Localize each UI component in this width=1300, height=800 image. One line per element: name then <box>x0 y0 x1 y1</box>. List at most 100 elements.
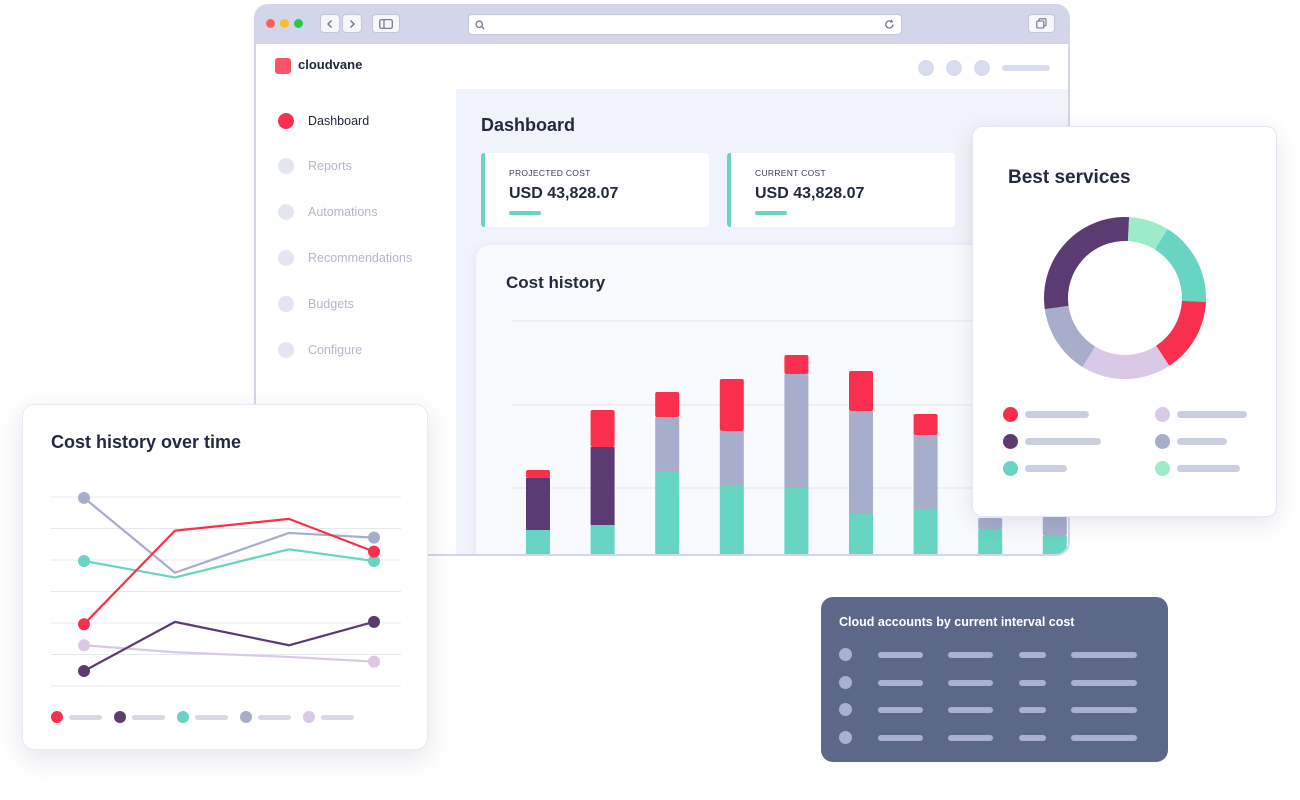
legend-swatch <box>1003 434 1018 449</box>
table-row[interactable] <box>839 675 1159 690</box>
line-point-start-grayblue[interactable] <box>78 491 90 504</box>
bar-segment-teal[interactable] <box>784 488 809 556</box>
legend-swatch <box>1155 407 1170 422</box>
table-row[interactable] <box>839 648 1159 662</box>
line-point-end-red[interactable] <box>368 545 380 558</box>
cost-history-line-chart <box>51 491 401 687</box>
sidebar-item-automations[interactable]: Automations <box>278 200 377 224</box>
donut-slice-teal[interactable] <box>1154 229 1206 303</box>
bar-segment-red[interactable] <box>719 379 744 431</box>
bar-segment-grayblue[interactable] <box>1042 516 1067 536</box>
cloudvane-logo-icon <box>275 58 291 74</box>
bar-segment-purple[interactable] <box>526 478 550 530</box>
line-point-end-purple[interactable] <box>368 615 380 628</box>
line-legend-item-grayblue[interactable] <box>240 711 291 723</box>
line-legend-item-teal[interactable] <box>177 711 228 723</box>
bar-segment-grayblue[interactable] <box>978 518 1003 530</box>
line-point-end-lavender[interactable] <box>368 655 380 668</box>
line-point-start-purple[interactable] <box>78 665 90 677</box>
bar-segment-grayblue[interactable] <box>719 431 744 485</box>
sidebar-item-recommendations[interactable]: Recommendations <box>278 246 412 270</box>
maximize-window-button[interactable] <box>294 19 303 28</box>
bar-segment-grayblue[interactable] <box>784 374 809 488</box>
header-avatar-3[interactable] <box>974 60 990 76</box>
back-button[interactable] <box>320 14 340 33</box>
table-row[interactable] <box>839 703 1159 717</box>
donut-slice-grayblue[interactable] <box>1044 305 1096 367</box>
sidebar-item-label: Automations <box>308 205 378 219</box>
line-legend-item-lavender[interactable] <box>303 711 354 723</box>
line-point-start-red[interactable] <box>78 618 90 631</box>
reload-icon[interactable] <box>884 19 895 30</box>
table-cell-placeholder <box>1071 734 1137 741</box>
bar-segment-teal[interactable] <box>655 471 680 556</box>
bar-segment-teal[interactable] <box>849 514 873 556</box>
legend-label-placeholder <box>195 714 228 720</box>
legend-label-placeholder <box>1025 411 1089 418</box>
dashboard-icon <box>278 113 294 129</box>
bar-segment-grayblue[interactable] <box>655 417 680 471</box>
legend-item-grayblue[interactable] <box>1155 434 1227 449</box>
header-avatar-2[interactable] <box>946 60 962 76</box>
bar-segment-teal[interactable] <box>1042 536 1067 556</box>
bar-segment-red[interactable] <box>849 371 873 411</box>
sidebar-item-reports[interactable]: Reports <box>278 154 352 178</box>
donut-slice-mint[interactable] <box>1127 217 1168 250</box>
donut-slice-red[interactable] <box>1156 300 1206 366</box>
sidebar-item-label: Configure <box>308 343 363 357</box>
address-bar[interactable] <box>468 14 902 35</box>
kpi-card-projected-cost[interactable]: PROJECTED COST USD 43,828.07 <box>481 153 709 227</box>
sidebar-toggle-button[interactable] <box>372 14 400 33</box>
line-point-end-teal[interactable] <box>368 555 380 568</box>
bar-segment-teal[interactable] <box>590 525 615 556</box>
sidebar-item-dashboard[interactable]: Dashboard <box>278 109 369 133</box>
legend-item-purple[interactable] <box>1003 434 1101 449</box>
duplicate-tab-icon <box>1036 18 1047 29</box>
header-user-placeholder[interactable] <box>1002 65 1050 71</box>
line-point-start-lavender[interactable] <box>78 639 90 652</box>
back-arrow-icon <box>327 19 332 28</box>
bar-segment-red[interactable] <box>655 392 680 417</box>
legend-item-teal[interactable] <box>1003 461 1067 476</box>
url-input[interactable] <box>487 17 867 32</box>
kpi-label: PROJECTED COST <box>509 168 591 178</box>
table-cell-placeholder <box>1019 679 1046 686</box>
bar-segment-teal[interactable] <box>526 530 550 556</box>
bar-segment-teal[interactable] <box>719 485 744 556</box>
line-point-end-grayblue[interactable] <box>368 531 380 544</box>
close-window-button[interactable] <box>266 19 275 28</box>
duplicate-tab-button[interactable] <box>1028 14 1055 33</box>
bar-segment-red[interactable] <box>784 355 809 374</box>
donut-slice-purple[interactable] <box>1044 217 1130 310</box>
bar-segment-grayblue[interactable] <box>913 435 938 509</box>
line-legend-item-purple[interactable] <box>114 711 165 723</box>
sidebar-item-label: Reports <box>308 159 352 173</box>
header-avatar-1[interactable] <box>918 60 934 76</box>
sidebar-toggle-icon <box>379 18 393 29</box>
forward-button[interactable] <box>342 14 362 33</box>
legend-item-mint[interactable] <box>1155 461 1240 476</box>
kpi-card-current-cost[interactable]: CURRENT COST USD 43,828.07 <box>727 153 955 227</box>
bar-segment-red[interactable] <box>526 470 550 478</box>
sidebar-item-configure[interactable]: Configure <box>278 338 362 362</box>
line-series-red <box>83 517 375 625</box>
bar-segment-grayblue[interactable] <box>849 411 873 514</box>
table-row[interactable] <box>839 730 1159 745</box>
legend-item-red[interactable] <box>1003 407 1089 422</box>
cloud-accounts-title: Cloud accounts by current interval cost <box>839 615 1075 629</box>
legend-swatch <box>177 711 189 723</box>
sidebar-item-label: Budgets <box>308 297 354 311</box>
bar-segment-red[interactable] <box>913 414 938 435</box>
table-cell-placeholder <box>1071 707 1137 713</box>
bar-segment-red[interactable] <box>590 410 615 447</box>
bar-segment-teal[interactable] <box>913 509 938 556</box>
sidebar-item-budgets[interactable]: Budgets <box>278 292 354 316</box>
bar-segment-purple[interactable] <box>590 447 615 525</box>
minimize-window-button[interactable] <box>280 19 289 28</box>
recommendations-icon <box>278 250 294 266</box>
donut-slice-lavender[interactable] <box>1082 345 1170 379</box>
bar-segment-teal[interactable] <box>978 530 1003 556</box>
line-point-start-teal[interactable] <box>78 555 90 568</box>
line-legend-item-red[interactable] <box>51 711 102 723</box>
legend-item-lavender[interactable] <box>1155 407 1247 422</box>
